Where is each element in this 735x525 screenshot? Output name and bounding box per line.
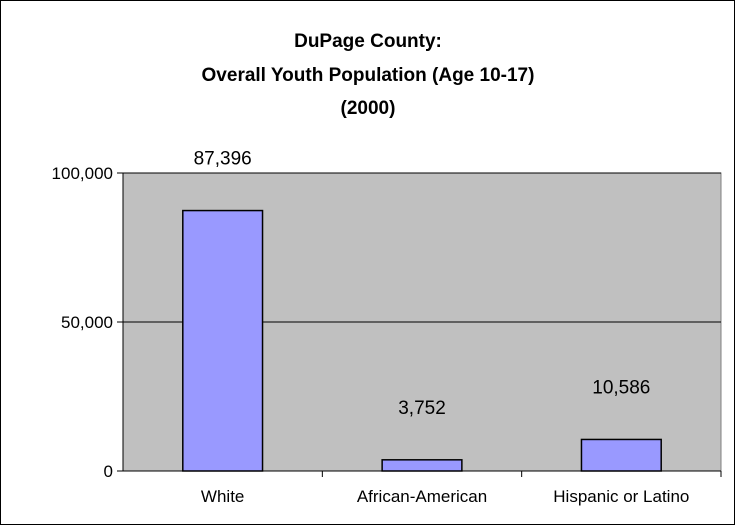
y-tick-label: 100,000: [52, 164, 113, 183]
data-label: 10,586: [592, 377, 650, 398]
category-label: White: [201, 487, 244, 506]
title-line-2: Overall Youth Population (Age 10-17): [202, 65, 535, 86]
bar: [381, 459, 463, 472]
bar: [580, 438, 662, 472]
y-tick-label: 0: [104, 462, 113, 481]
bar: [182, 209, 264, 472]
data-label: 3,752: [398, 398, 446, 419]
title-line-1: DuPage County:: [294, 31, 442, 52]
axes: [117, 172, 722, 477]
category-label: African-American: [357, 487, 487, 506]
labels: 0 50,000 100,000 White 87,396 African-America…: [52, 149, 690, 506]
chart-title: DuPage County: Overall Youth Population …: [202, 31, 535, 119]
title-line-3: (2000): [341, 98, 396, 119]
category-label: Hispanic or Latino: [553, 487, 689, 506]
y-tick-label: 50,000: [61, 313, 113, 332]
bars: [182, 209, 662, 472]
data-label: 87,396: [194, 149, 252, 170]
